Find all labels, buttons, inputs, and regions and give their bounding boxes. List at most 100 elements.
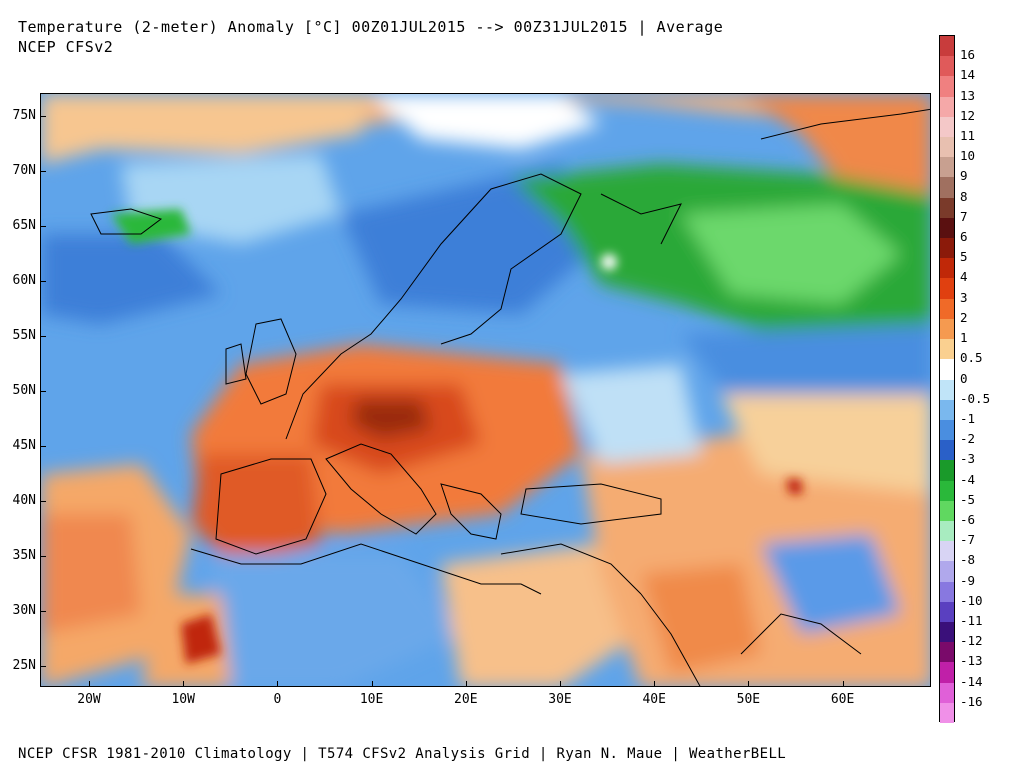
color-scale-label: 8 [960,188,968,204]
color-scale-label: -4 [960,471,976,487]
color-scale-label: -6 [960,511,976,527]
latitude-label: 70N [12,163,36,178]
color-scale-swatch [940,419,954,441]
color-scale-swatch [940,339,954,360]
color-scale-label: 10 [960,148,976,164]
color-scale-label: 2 [960,309,968,325]
longitude-tick [654,681,656,687]
latitude-tick [40,116,46,117]
longitude-tick [465,681,467,687]
color-scale-label: -2 [960,431,976,447]
latitude-label: 35N [12,548,36,563]
color-scale-label: 16 [960,47,976,63]
color-scale-label: 3 [960,289,968,305]
color-scale-swatch [940,217,954,239]
color-scale-label: 6 [960,229,968,245]
color-scale-label: -5 [960,491,976,507]
color-scale-swatch [940,561,954,583]
color-scale-label: -0.5 [960,390,991,406]
color-scale-label: -13 [960,653,983,669]
color-scale-swatch [940,177,954,199]
latitude-label: 40N [12,493,36,508]
color-scale-label: -7 [960,532,976,548]
color-scale-swatch [940,298,954,320]
map-title: Temperature (2-meter) Anomaly [°C] 00Z01… [18,18,724,36]
color-scale-swatch [940,36,954,57]
color-scale-swatch [940,621,954,643]
color-scale-label: 13 [960,87,976,103]
longitude-label: 60E [830,692,855,707]
color-scale-swatch [940,480,954,502]
longitude-tick [560,681,561,687]
color-scale-label: 5 [960,249,968,265]
color-scale-label: -16 [960,693,983,709]
latitude-tick [40,281,46,282]
color-scale-label: 9 [960,168,968,184]
latitude-tick [40,226,46,227]
color-scale-swatch [940,520,954,542]
color-scale-label: 7 [960,208,968,224]
latitude-tick [40,666,46,667]
longitude-label: 10E [359,692,384,707]
color-scale-swatch [940,278,954,300]
color-scale [939,35,955,724]
latitude-tick [40,446,46,447]
model-name: NCEP CFSv2 [18,38,114,56]
longitude-tick [371,681,373,687]
color-scale-label: 1 [960,330,968,346]
color-scale-swatch [940,702,954,724]
latitude-label: 55N [12,328,36,343]
color-scale-swatch [940,500,954,522]
color-scale-swatch [940,440,954,461]
longitude-label: 30E [548,692,572,707]
color-scale-swatch [940,258,954,279]
footer-credits: NCEP CFSR 1981-2010 Climatology | T574 C… [18,746,787,762]
longitude-label: 10W [171,692,195,707]
longitude-tick [89,681,90,687]
color-scale-label: -3 [960,451,976,467]
color-scale-swatch [940,601,954,623]
color-scale-swatch [940,197,954,219]
color-scale-swatch [940,541,954,562]
color-scale-label: 11 [960,128,976,144]
color-scale-swatch [940,238,954,259]
color-scale-label: 14 [960,67,976,83]
latitude-label: 75N [12,108,36,123]
color-scale-label: 12 [960,107,976,123]
color-scale-swatch [940,682,954,704]
color-scale-swatch [940,379,954,401]
latitude-tick [40,391,46,392]
color-scale-swatch [940,96,954,118]
color-scale-label: 0.5 [960,350,983,366]
color-scale-swatch [940,662,954,684]
longitude-label: 20E [454,692,478,707]
longitude-tick [277,681,279,687]
color-scale-swatch [940,581,954,603]
color-scale-swatch [940,399,954,421]
latitude-label: 45N [12,438,36,453]
latitude-tick [40,171,46,172]
latitude-label: 60N [12,273,36,288]
latitude-label: 30N [12,603,36,618]
color-scale-swatch [940,137,954,158]
color-scale-label: 0 [960,370,968,386]
color-scale-label: -9 [960,572,976,588]
longitude-tick [183,681,185,687]
longitude-label: 50E [736,692,761,707]
color-scale-label: -11 [960,612,983,628]
color-scale-swatch [940,359,954,380]
color-scale-swatch [940,116,954,138]
color-scale-label: -8 [960,552,976,568]
latitude-tick [40,611,46,612]
color-scale-swatch [940,157,954,178]
color-scale-swatch [940,76,954,98]
color-scale-swatch [940,318,954,340]
color-scale-label: -14 [960,673,983,689]
longitude-tick [748,681,750,687]
anomaly-map [40,93,931,687]
longitude-tick [842,681,844,687]
color-scale-swatch [940,642,954,663]
longitude-label: 20W [77,692,101,707]
color-scale-swatch [940,56,954,77]
latitude-label: 25N [12,658,36,673]
